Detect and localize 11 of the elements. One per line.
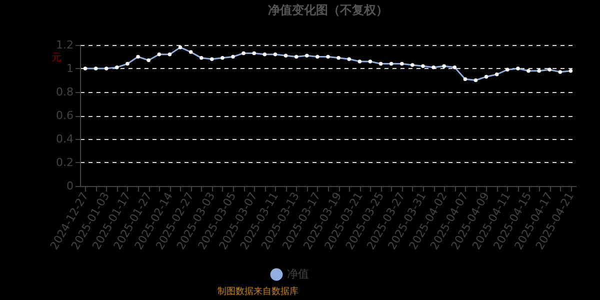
y-tick-label: 0.6 bbox=[56, 109, 74, 122]
y-tick-label: 0.2 bbox=[56, 156, 74, 169]
y-tick-label: 0 bbox=[66, 180, 74, 192]
y-axis-title: 元 bbox=[52, 52, 62, 64]
legend-label: 净值 bbox=[287, 268, 309, 280]
text: 制图数据来自数据库 bbox=[218, 286, 298, 297]
y-tick-label: 0.8 bbox=[56, 86, 74, 98]
y-tick-label: 0.4 bbox=[56, 132, 74, 146]
y-tick-label: 1 bbox=[66, 62, 74, 75]
y-tick-label: 1.2 bbox=[56, 38, 74, 52]
chart-title: 净值变化图（不复权） bbox=[268, 3, 388, 17]
